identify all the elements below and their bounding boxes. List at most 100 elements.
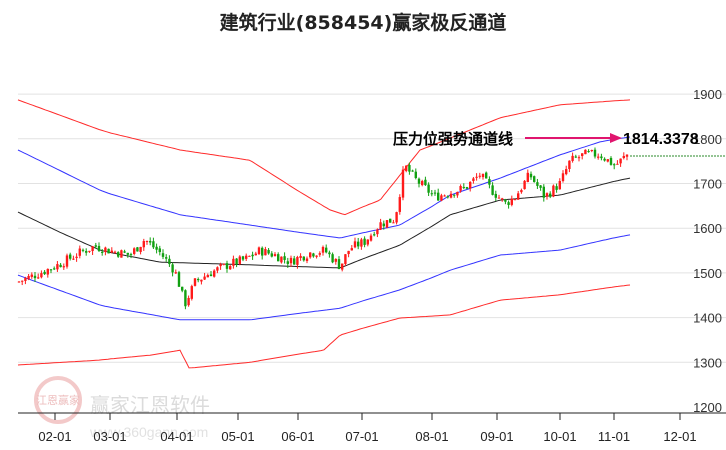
candle	[75, 253, 78, 262]
candle	[421, 179, 424, 187]
candle	[21, 280, 24, 286]
x-tick-label: 06-01	[281, 429, 314, 444]
y-tick-label: 1600	[693, 221, 722, 236]
candle	[200, 279, 203, 285]
candle-body	[427, 184, 430, 193]
candle	[17, 281, 21, 283]
candle	[485, 171, 488, 179]
candle-body	[325, 247, 328, 253]
arrow-right-icon	[610, 133, 622, 143]
candle-body	[440, 195, 443, 201]
y-tick-label: 1500	[693, 266, 722, 281]
candle	[552, 184, 555, 198]
candle	[85, 248, 88, 256]
candle-body	[193, 278, 197, 286]
candle	[225, 260, 229, 273]
candle-body	[133, 248, 136, 254]
candle-body	[334, 259, 337, 262]
candle-body	[318, 253, 321, 255]
candle	[197, 277, 200, 283]
candle-body	[622, 155, 625, 159]
chart-title: 建筑行业(858454)赢家极反通道	[219, 12, 507, 34]
candle-body	[398, 197, 401, 212]
candle	[331, 252, 334, 264]
candle-body	[392, 222, 395, 224]
candle-body	[565, 169, 568, 175]
candle	[433, 189, 437, 196]
candle-body	[187, 297, 190, 306]
candle	[286, 257, 289, 268]
candle	[513, 198, 517, 201]
candle-body	[401, 169, 405, 198]
candle-body	[30, 274, 33, 277]
candle	[280, 256, 283, 264]
x-tick-label: 09-01	[480, 429, 513, 444]
candle-body	[305, 258, 309, 261]
candle-body	[507, 202, 510, 205]
candle-body	[184, 290, 187, 307]
candle	[549, 191, 552, 199]
candle-body	[510, 198, 513, 205]
candle	[43, 270, 46, 276]
candle-body	[475, 176, 478, 178]
candle	[344, 254, 347, 266]
candle	[411, 169, 414, 172]
y-tick-label: 1700	[693, 177, 722, 192]
candle-body	[277, 254, 280, 262]
candle-body	[139, 246, 142, 252]
candle	[395, 211, 398, 225]
candle-body	[161, 253, 165, 257]
candle-body	[520, 190, 523, 193]
candle	[165, 254, 168, 262]
watermark-url: www.360gann.com	[89, 424, 208, 440]
x-tick-label: 12-01	[663, 429, 696, 444]
candle	[257, 246, 261, 255]
candle	[120, 249, 123, 258]
candle	[123, 249, 126, 254]
candle	[536, 178, 539, 189]
candle	[56, 261, 59, 272]
candle	[184, 289, 187, 310]
candle	[235, 258, 238, 268]
candle	[171, 262, 174, 277]
candle-body	[606, 159, 609, 162]
candle	[469, 181, 472, 192]
candle-body	[341, 263, 344, 270]
candle-body	[411, 170, 414, 172]
candle	[113, 250, 117, 254]
candle	[341, 263, 344, 272]
candle-body	[513, 199, 517, 201]
candle	[462, 183, 465, 190]
candle-body	[107, 248, 110, 254]
candle-body	[491, 185, 494, 195]
channel-line-upper-red	[17, 99, 631, 216]
candle	[273, 252, 277, 257]
candle	[523, 180, 526, 190]
candle-body	[542, 186, 545, 198]
candle	[350, 245, 353, 251]
candle	[222, 263, 225, 266]
candle-body	[190, 286, 193, 299]
candle-body	[360, 239, 363, 247]
candle-body	[449, 193, 453, 198]
candle-body	[174, 272, 177, 274]
candle	[101, 249, 104, 256]
candle-body	[536, 182, 539, 186]
candle	[219, 262, 222, 270]
annotation-label: 压力位强势通道线	[393, 130, 513, 148]
candle	[401, 166, 405, 201]
y-tick-label: 1200	[693, 400, 722, 415]
candle	[590, 149, 593, 153]
candle	[254, 251, 257, 256]
candle	[209, 271, 213, 277]
candle-body	[123, 251, 126, 253]
y-tick-label: 1800	[693, 132, 722, 147]
candle-body	[350, 248, 353, 251]
candle	[145, 240, 149, 245]
candle	[440, 193, 443, 202]
candle-body	[469, 181, 472, 189]
annotation-value: 1814.3378	[623, 131, 699, 148]
watermark-seal: 江恩赢家	[36, 393, 80, 407]
candle-body	[85, 251, 88, 253]
